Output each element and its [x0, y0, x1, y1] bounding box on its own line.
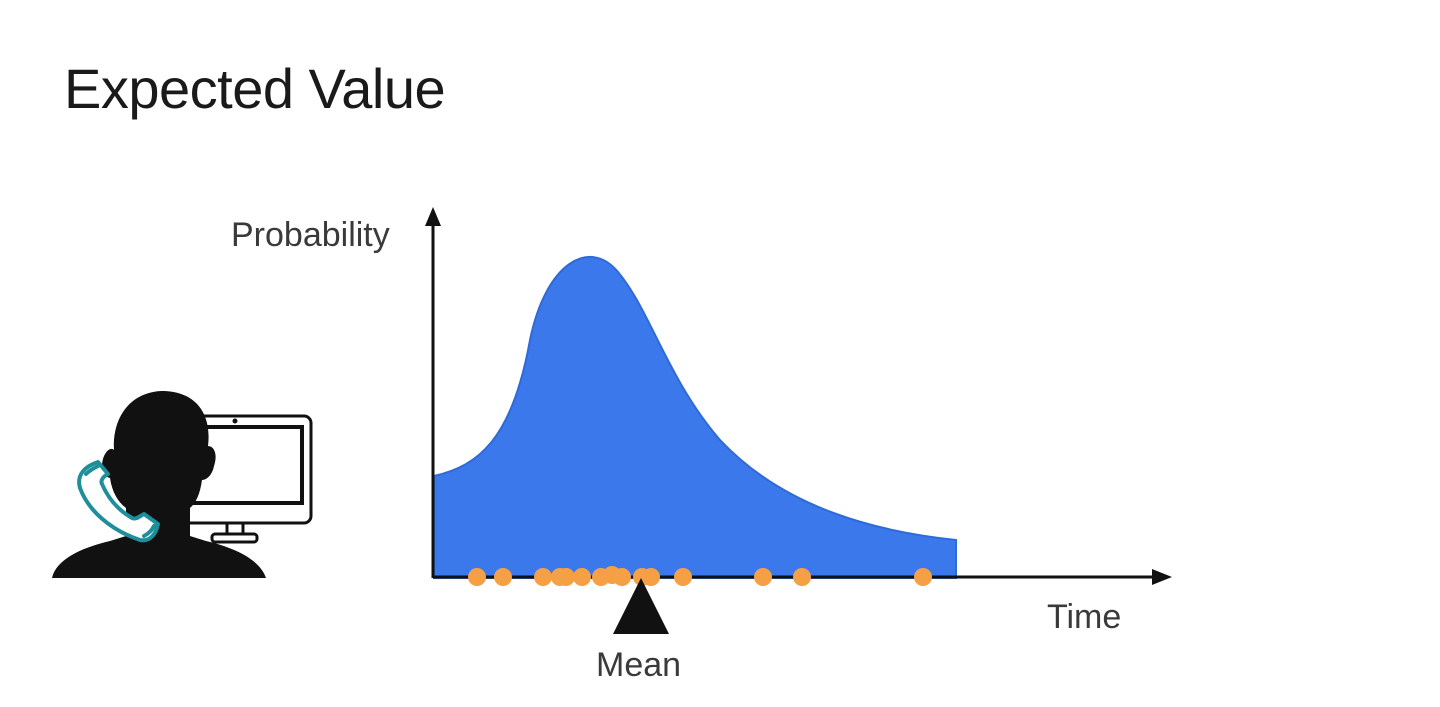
sample-point	[793, 568, 811, 586]
sample-point	[674, 568, 692, 586]
sample-point	[534, 568, 552, 586]
mean-label: Mean	[596, 646, 682, 684]
density-curve	[433, 255, 957, 579]
y-axis	[425, 207, 441, 578]
sample-point	[914, 568, 932, 586]
person-silhouette-icon	[52, 391, 266, 578]
sample-point	[557, 568, 575, 586]
sample-point	[468, 568, 486, 586]
sample-point	[573, 568, 591, 586]
sample-point	[494, 568, 512, 586]
sample-point	[754, 568, 772, 586]
person-on-phone-at-computer-icon	[52, 391, 313, 578]
slide-title: Expected Value	[64, 57, 446, 120]
sample-point	[613, 568, 631, 586]
sample-points	[468, 566, 932, 586]
x-axis-label: Time	[1047, 598, 1122, 636]
sample-point	[642, 568, 660, 586]
mean-marker	[613, 578, 669, 634]
y-axis-label: Probability	[231, 216, 390, 254]
phone-icon	[77, 460, 160, 543]
